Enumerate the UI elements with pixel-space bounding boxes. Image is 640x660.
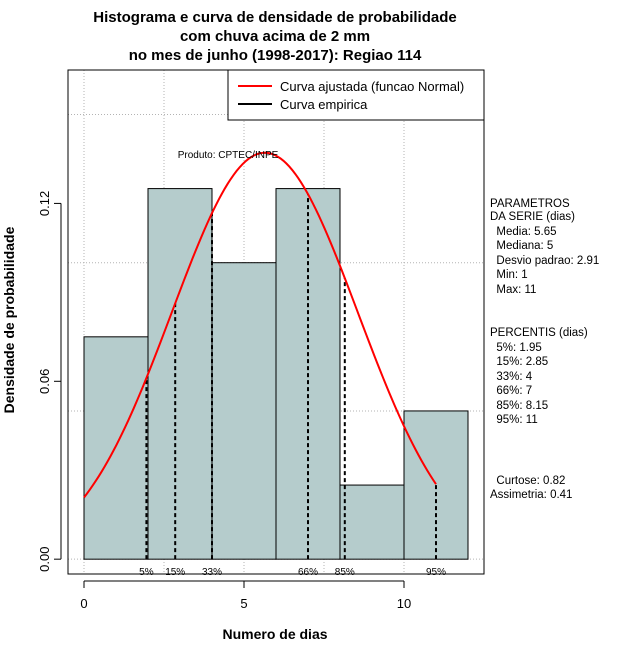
stats-line: Curtose: 0.82 [490,475,565,487]
percentile-label: 66% [298,567,318,578]
params-line: Mediana: 5 [490,240,553,252]
params-line: Min: 1 [490,269,528,281]
x-tick-label: 0 [80,596,87,611]
percentile-lines [145,194,437,560]
x-tick-label: 10 [397,596,411,611]
percentiles-panel: PERCENTIS (dias) 5%: 1.95 15%: 2.85 33%:… [490,327,588,426]
percentile-label: 85% [335,567,355,578]
histogram-bar [83,336,149,560]
y-axis-title: Densidade de probabilidade [1,226,17,413]
stats-line: Assimetria: 0.41 [490,489,572,501]
params-line: Media: 5.65 [490,226,556,238]
params-line: Desvio padrao: 2.91 [490,255,599,267]
percentis-line: 33%: 4 [490,371,533,383]
title-line-2: com chuva acima de 2 mm [180,28,370,45]
params-line: PARAMETROS [490,198,570,210]
params-line: DA SERIE (dias) [490,211,575,223]
percentile-label: 15% [165,567,185,578]
title-line-1: Histograma e curva de densidade de proba… [93,9,456,26]
series-parameters: PARAMETROS DA SERIE (dias) Media: 5.65 M… [490,198,599,296]
x-axis-title: Numero de dias [222,626,327,642]
percentis-line: PERCENTIS (dias) [490,327,588,339]
legend: Curva ajustada (funcao Normal) Curva emp… [227,69,485,121]
y-tick-label: 0.00 [37,547,52,572]
y-axis: 0.00 0.06 0.12 [37,191,62,572]
y-tick-label: 0.06 [37,369,52,394]
x-tick-label: 5 [240,596,247,611]
histogram-bar [339,484,405,560]
histogram-bar [211,262,277,560]
percentis-line: 15%: 2.85 [490,356,548,368]
histogram-bars [83,188,469,560]
percentis-line: 5%: 1.95 [490,342,542,354]
legend-label-empirical: Curva empirica [280,97,368,112]
percentile-label: 33% [202,567,222,578]
y-tick-label: 0.12 [37,191,52,216]
percentile-labels: 5% 15% 33% 66% 85% 95% [139,567,446,578]
percentile-label: 95% [426,567,446,578]
x-axis: 0 5 10 [80,580,411,611]
params-line: Max: 11 [490,284,536,296]
percentile-label: 5% [139,567,154,578]
shape-statistics: Curtose: 0.82 Assimetria: 0.41 [490,475,572,501]
legend-label-fit: Curva ajustada (funcao Normal) [280,79,464,94]
percentis-line: 66%: 7 [490,385,532,397]
percentis-line: 85%: 8.15 [490,400,548,412]
histogram-bar [147,188,213,560]
product-annotation: Produto: CPTEC/INPE [178,150,279,161]
title-line-3: no mes de junho (1998-2017): Regiao 114 [129,47,422,64]
chart-title: Histograma e curva de densidade de proba… [93,9,456,64]
percentis-line: 95%: 11 [490,414,538,426]
normal-fit-curve [83,151,437,499]
legend-box [227,69,485,121]
